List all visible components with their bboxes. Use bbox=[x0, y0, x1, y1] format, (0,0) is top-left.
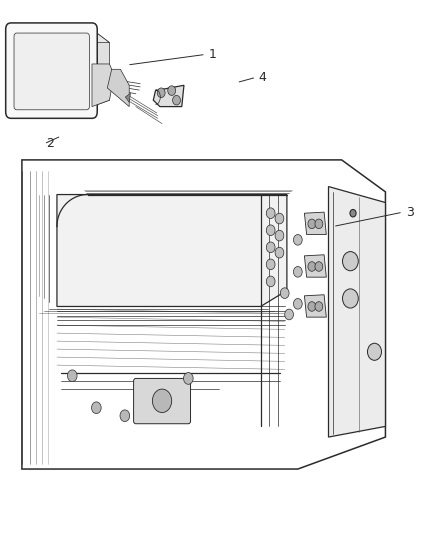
Polygon shape bbox=[304, 255, 326, 277]
Circle shape bbox=[184, 373, 193, 384]
Polygon shape bbox=[125, 93, 131, 102]
Circle shape bbox=[293, 298, 302, 309]
Polygon shape bbox=[153, 85, 184, 107]
Circle shape bbox=[120, 410, 130, 422]
Circle shape bbox=[367, 343, 381, 360]
Text: 2: 2 bbox=[46, 138, 54, 150]
Circle shape bbox=[266, 276, 275, 287]
Text: 4: 4 bbox=[259, 71, 267, 84]
Circle shape bbox=[343, 252, 358, 271]
Circle shape bbox=[266, 225, 275, 236]
FancyBboxPatch shape bbox=[6, 23, 97, 118]
Circle shape bbox=[280, 288, 289, 298]
Polygon shape bbox=[328, 187, 385, 437]
Circle shape bbox=[92, 402, 101, 414]
Circle shape bbox=[315, 302, 323, 311]
Polygon shape bbox=[92, 64, 114, 107]
Circle shape bbox=[350, 209, 356, 217]
Polygon shape bbox=[11, 29, 110, 43]
Circle shape bbox=[266, 259, 275, 270]
Circle shape bbox=[315, 262, 323, 271]
Circle shape bbox=[308, 219, 316, 229]
Polygon shape bbox=[57, 195, 287, 306]
Circle shape bbox=[157, 88, 165, 98]
Polygon shape bbox=[22, 160, 385, 469]
Circle shape bbox=[293, 266, 302, 277]
Circle shape bbox=[285, 309, 293, 320]
Circle shape bbox=[275, 230, 284, 241]
Circle shape bbox=[67, 370, 77, 382]
Circle shape bbox=[293, 235, 302, 245]
Circle shape bbox=[266, 242, 275, 253]
Polygon shape bbox=[304, 295, 326, 317]
Circle shape bbox=[343, 289, 358, 308]
FancyBboxPatch shape bbox=[134, 378, 191, 424]
Circle shape bbox=[168, 86, 176, 95]
Circle shape bbox=[275, 247, 284, 258]
Polygon shape bbox=[304, 212, 326, 235]
Circle shape bbox=[315, 219, 323, 229]
Circle shape bbox=[308, 302, 316, 311]
Circle shape bbox=[152, 389, 172, 413]
Circle shape bbox=[266, 208, 275, 219]
Polygon shape bbox=[107, 69, 129, 107]
Circle shape bbox=[275, 213, 284, 224]
Text: 1: 1 bbox=[208, 48, 216, 61]
Polygon shape bbox=[92, 29, 110, 107]
FancyBboxPatch shape bbox=[14, 33, 89, 110]
Text: 3: 3 bbox=[406, 206, 413, 219]
Circle shape bbox=[173, 95, 180, 105]
Circle shape bbox=[308, 262, 316, 271]
